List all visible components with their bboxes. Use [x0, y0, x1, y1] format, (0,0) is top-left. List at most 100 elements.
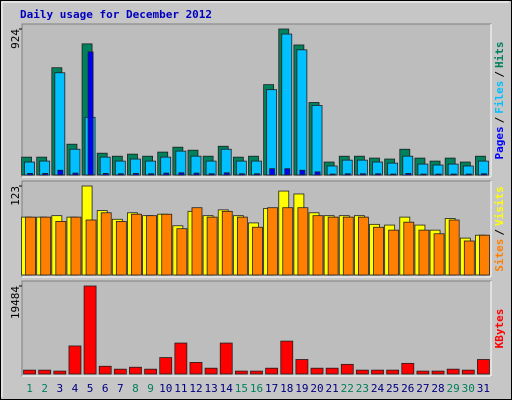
- bar: [357, 159, 368, 176]
- bar: [176, 228, 188, 276]
- bar: [220, 148, 232, 176]
- bar: [98, 365, 112, 375]
- chart-title: Daily usage for December 2012: [20, 8, 212, 21]
- bar: [325, 367, 339, 375]
- bar: [234, 370, 248, 375]
- bar: [281, 33, 293, 176]
- bar: [311, 105, 323, 176]
- bar: [372, 161, 383, 176]
- x-tick-label: 4: [72, 382, 79, 395]
- legend: Pages / Files / Hits: [493, 42, 506, 160]
- bar: [360, 173, 366, 176]
- bar: [420, 173, 427, 176]
- bar: [68, 345, 82, 375]
- bar: [206, 216, 218, 276]
- x-tick-label: 24: [371, 382, 385, 395]
- bar: [99, 156, 111, 176]
- x-tick-label: 3: [57, 382, 64, 395]
- bar: [53, 370, 67, 375]
- bar: [280, 340, 294, 375]
- bar: [191, 207, 203, 276]
- bar: [418, 229, 430, 276]
- bar: [146, 215, 157, 276]
- bar: [342, 216, 354, 276]
- bar: [478, 160, 489, 176]
- x-tick-label: 13: [204, 382, 217, 395]
- bar: [57, 169, 64, 176]
- bar: [356, 369, 369, 375]
- x-tick-label: 16: [250, 382, 263, 395]
- x-tick-label: 20: [310, 382, 323, 395]
- bar: [373, 226, 384, 276]
- bar: [144, 368, 157, 375]
- legend-entry: KBytes: [493, 309, 506, 349]
- bar: [448, 219, 460, 276]
- x-tick-label: 26: [401, 382, 414, 395]
- x-tick-label: 19: [295, 382, 308, 395]
- x-tick-label: 22: [341, 382, 354, 395]
- bar: [371, 369, 384, 375]
- bar: [236, 216, 248, 276]
- bar: [463, 240, 475, 276]
- bar: [295, 359, 309, 375]
- legend-entry: Hits: [493, 42, 506, 69]
- bar: [326, 165, 338, 176]
- bar: [193, 172, 200, 176]
- bar: [114, 160, 126, 176]
- bar: [223, 172, 230, 176]
- bar: [219, 342, 233, 375]
- x-tick-label: 27: [416, 382, 429, 395]
- bar: [417, 163, 429, 176]
- bar: [314, 171, 321, 176]
- x-tick-label: 28: [431, 382, 444, 395]
- x-tick-label: 1: [26, 382, 33, 395]
- bar: [133, 173, 139, 176]
- bar: [27, 173, 33, 176]
- bar: [238, 173, 245, 176]
- bar: [83, 285, 97, 375]
- bar: [69, 148, 81, 176]
- bar: [55, 221, 67, 276]
- y-tick-label: 924: [9, 29, 22, 49]
- bar: [252, 226, 263, 276]
- bar: [446, 368, 460, 375]
- x-tick-label: 23: [356, 382, 369, 395]
- bar: [251, 160, 262, 176]
- bar: [131, 213, 142, 276]
- bar: [388, 229, 400, 276]
- bar: [100, 212, 112, 276]
- bar: [145, 160, 156, 176]
- plot-area: [21, 280, 492, 377]
- bar: [189, 361, 203, 375]
- bar: [405, 173, 412, 176]
- bar: [113, 368, 127, 375]
- bar: [284, 168, 291, 176]
- x-tick-label: 11: [174, 382, 187, 395]
- bar: [40, 216, 52, 276]
- x-tick-label: 8: [132, 382, 139, 395]
- bar: [462, 165, 474, 176]
- x-tick-label: 10: [159, 382, 172, 395]
- x-tick-label: 7: [117, 382, 124, 395]
- x-tick-label: 21: [326, 382, 339, 395]
- y-tick-label: 123: [9, 186, 22, 206]
- plot-area: [21, 23, 492, 178]
- bar: [341, 159, 353, 176]
- bar: [386, 369, 400, 375]
- bar: [54, 72, 66, 176]
- legend-separator: /: [493, 116, 506, 123]
- x-tick-label: 15: [235, 382, 248, 395]
- bar: [266, 89, 278, 176]
- bar: [190, 155, 202, 176]
- bar: [160, 156, 172, 176]
- legend: Sites / Visits: [493, 186, 506, 272]
- bar: [433, 233, 445, 276]
- bar: [235, 160, 247, 176]
- x-tick-label: 30: [462, 382, 475, 395]
- legend-separator: /: [493, 71, 506, 78]
- x-tick-label: 25: [386, 382, 399, 395]
- bar: [344, 173, 351, 176]
- x-tick-label: 18: [280, 382, 293, 395]
- bar: [159, 357, 173, 375]
- bar: [416, 370, 430, 375]
